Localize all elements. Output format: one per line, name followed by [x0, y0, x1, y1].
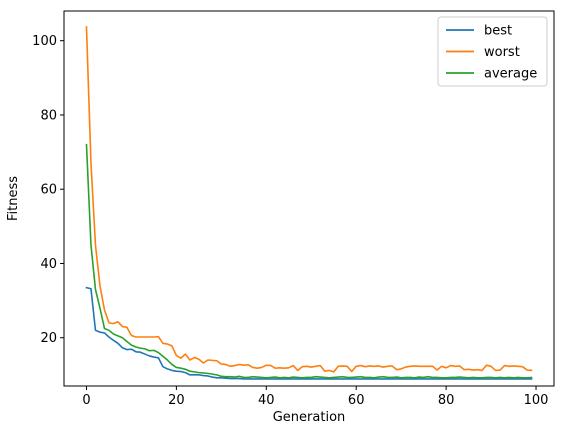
x-tick-label: 0: [82, 393, 90, 408]
y-tick-label: 80: [40, 108, 57, 123]
legend: best worst average: [437, 16, 548, 87]
y-tick-label: 40: [40, 257, 57, 272]
legend-label-best: best: [484, 24, 512, 39]
y-axis: 20 40 60 80 100: [32, 34, 64, 346]
x-tick-label: 80: [438, 393, 455, 408]
y-tick-label: 20: [40, 331, 57, 346]
y-tick-label: 60: [40, 183, 57, 198]
x-tick-label: 100: [524, 393, 549, 408]
x-axis: 0 20 40 60 80 100: [82, 386, 548, 408]
legend-label-worst: worst: [484, 45, 520, 60]
y-tick-label: 100: [32, 34, 57, 49]
plot-frame: [63, 10, 555, 387]
legend-box: [437, 16, 548, 87]
series-line-average: [85, 143, 533, 379]
series-layer: [85, 26, 533, 380]
series-line-worst: [85, 26, 533, 373]
x-axis-title: Generation: [273, 410, 346, 425]
x-tick-label: 60: [348, 393, 365, 408]
x-tick-label: 20: [168, 393, 185, 408]
y-axis-title: Fitness: [6, 176, 21, 221]
legend-label-average: average: [484, 67, 537, 82]
series-line-best: [85, 286, 533, 380]
x-tick-label: 40: [258, 393, 275, 408]
